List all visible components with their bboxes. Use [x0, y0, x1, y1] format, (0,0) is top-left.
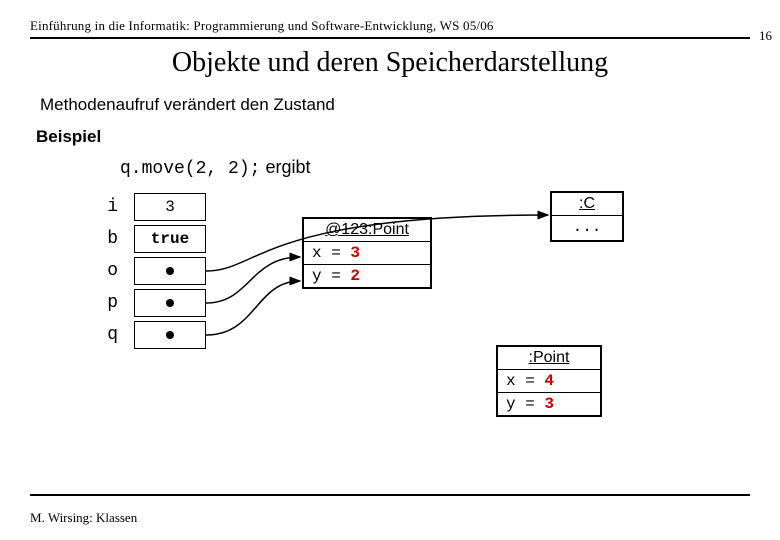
slide-title: Objekte und deren Speicherdarstellung	[30, 47, 750, 79]
cell-o	[134, 257, 206, 285]
memory-diagram: i b o p q 3 true @123:Point x = 3 y = 2 …	[30, 185, 750, 465]
object-point2: :Point x = 4 y = 3	[496, 345, 602, 417]
row-prefix: x =	[506, 372, 544, 390]
code-text: q.move(2, 2);	[120, 159, 260, 179]
page-number: 16	[759, 28, 772, 44]
var-label-i: i	[98, 197, 118, 217]
dot-icon	[166, 299, 174, 307]
object-c-header: :C	[552, 193, 622, 216]
object-c-body: ...	[552, 216, 622, 240]
object-point2-row-x: x = 4	[498, 370, 600, 393]
cell-q	[134, 321, 206, 349]
footer-text: M. Wirsing: Klassen	[30, 510, 137, 526]
dot-icon	[166, 267, 174, 275]
subheading: Methodenaufruf verändert den Zustand	[40, 95, 750, 115]
var-label-b: b	[98, 229, 118, 249]
dot-icon	[166, 331, 174, 339]
code-line: q.move(2, 2); ergibt	[120, 157, 750, 179]
header-rule-1	[30, 37, 750, 39]
cell-p	[134, 289, 206, 317]
object-point1-row-y: y = 2	[304, 265, 430, 287]
row-value: 2	[350, 267, 360, 285]
row-prefix: y =	[312, 267, 350, 285]
object-point1: @123:Point x = 3 y = 2	[302, 217, 432, 289]
row-prefix: y =	[506, 395, 544, 413]
row-value: 4	[544, 372, 554, 390]
object-c: :C ...	[550, 191, 624, 242]
object-point1-header: @123:Point	[304, 219, 430, 242]
cell-i: 3	[134, 193, 206, 221]
object-point2-header: :Point	[498, 347, 600, 370]
cell-b: true	[134, 225, 206, 253]
row-prefix: x =	[312, 244, 350, 262]
row-value: 3	[544, 395, 554, 413]
object-point1-row-x: x = 3	[304, 242, 430, 265]
footer-rule	[30, 494, 750, 496]
beispiel-label: Beispiel	[36, 127, 750, 147]
row-value: 3	[350, 244, 360, 262]
var-label-q: q	[98, 325, 118, 345]
var-label-p: p	[98, 293, 118, 313]
ergibt-text: ergibt	[260, 157, 310, 177]
slide-header: Einführung in die Informatik: Programmie…	[30, 18, 750, 34]
var-label-o: o	[98, 261, 118, 281]
object-point2-row-y: y = 3	[498, 393, 600, 415]
